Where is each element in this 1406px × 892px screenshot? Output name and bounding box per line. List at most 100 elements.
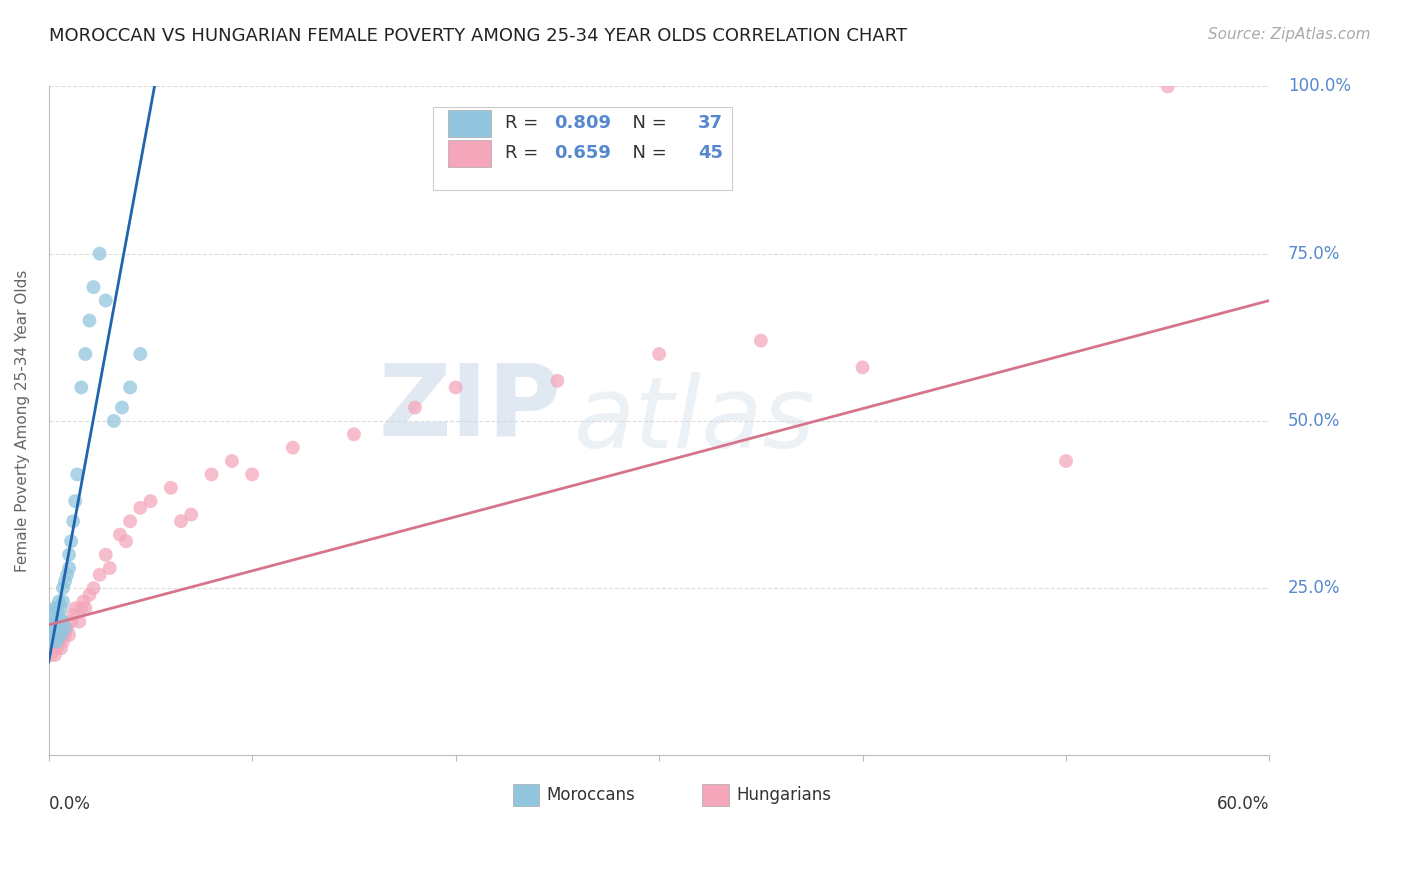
- Point: [49, 641, 72, 656]
- Point: [45, 601, 67, 615]
- Point: [115, 534, 138, 549]
- Point: [52, 634, 75, 648]
- Point: [108, 527, 131, 541]
- Point: [139, 494, 162, 508]
- Text: ZIP: ZIP: [378, 359, 561, 456]
- Point: [63, 601, 86, 615]
- Point: [221, 454, 243, 468]
- Text: 100.0%: 100.0%: [1288, 78, 1351, 95]
- Text: 0.0%: 0.0%: [49, 796, 90, 814]
- Y-axis label: Female Poverty Among 25-34 Year Olds: Female Poverty Among 25-34 Year Olds: [15, 269, 30, 572]
- Point: [89, 246, 111, 260]
- Bar: [513, 784, 540, 805]
- Point: [404, 401, 426, 415]
- Text: 60.0%: 60.0%: [1218, 796, 1270, 814]
- Point: [89, 567, 111, 582]
- Point: [48, 621, 70, 635]
- Text: 45: 45: [699, 145, 723, 162]
- Text: 37: 37: [699, 114, 723, 132]
- Point: [42, 634, 65, 648]
- Point: [63, 494, 86, 508]
- Point: [159, 481, 181, 495]
- Text: R =: R =: [505, 114, 544, 132]
- Point: [52, 581, 75, 595]
- Bar: [449, 140, 491, 167]
- Point: [1157, 79, 1180, 94]
- Point: [1054, 454, 1077, 468]
- Point: [66, 467, 89, 482]
- Point: [44, 648, 66, 662]
- Point: [444, 380, 467, 394]
- Point: [44, 601, 66, 615]
- Point: [240, 467, 263, 482]
- Point: [42, 615, 65, 629]
- Point: [111, 401, 134, 415]
- Point: [83, 280, 105, 294]
- Point: [749, 334, 772, 348]
- Point: [70, 601, 93, 615]
- Point: [75, 601, 97, 615]
- Point: [49, 628, 72, 642]
- Point: [56, 567, 79, 582]
- Point: [79, 588, 101, 602]
- Point: [546, 374, 568, 388]
- Text: 50.0%: 50.0%: [1288, 412, 1340, 430]
- Point: [170, 514, 193, 528]
- Text: Source: ZipAtlas.com: Source: ZipAtlas.com: [1208, 27, 1371, 42]
- Text: 0.659: 0.659: [554, 145, 612, 162]
- Point: [70, 380, 93, 394]
- Point: [281, 441, 304, 455]
- Point: [44, 607, 66, 622]
- Point: [120, 514, 142, 528]
- Bar: [702, 784, 728, 805]
- Point: [42, 621, 65, 635]
- Point: [58, 548, 80, 562]
- Point: [53, 574, 76, 589]
- Point: [48, 634, 70, 648]
- Point: [75, 347, 97, 361]
- Point: [60, 615, 83, 629]
- Point: [62, 514, 84, 528]
- Point: [94, 293, 117, 308]
- Point: [53, 621, 76, 635]
- Text: Hungarians: Hungarians: [735, 786, 831, 804]
- Text: MOROCCAN VS HUNGARIAN FEMALE POVERTY AMONG 25-34 YEAR OLDS CORRELATION CHART: MOROCCAN VS HUNGARIAN FEMALE POVERTY AMO…: [49, 27, 907, 45]
- Point: [48, 607, 70, 622]
- Point: [79, 313, 101, 327]
- Point: [180, 508, 202, 522]
- Point: [83, 581, 105, 595]
- Point: [120, 380, 142, 394]
- Point: [48, 634, 70, 648]
- FancyBboxPatch shape: [433, 106, 733, 190]
- Point: [39, 648, 62, 662]
- Point: [44, 628, 66, 642]
- Point: [53, 628, 76, 642]
- Point: [200, 467, 222, 482]
- Point: [52, 615, 75, 629]
- Text: R =: R =: [505, 145, 544, 162]
- Point: [72, 594, 94, 608]
- Point: [49, 601, 72, 615]
- Point: [45, 615, 67, 629]
- Point: [39, 628, 62, 642]
- Text: atlas: atlas: [574, 372, 815, 469]
- Point: [98, 561, 121, 575]
- Point: [58, 628, 80, 642]
- Text: 75.0%: 75.0%: [1288, 244, 1340, 262]
- Point: [62, 607, 84, 622]
- Point: [129, 347, 152, 361]
- Point: [45, 641, 67, 656]
- Text: Moroccans: Moroccans: [547, 786, 636, 804]
- Point: [42, 641, 65, 656]
- Point: [67, 615, 90, 629]
- Text: 0.809: 0.809: [554, 114, 612, 132]
- Point: [648, 347, 671, 361]
- Text: N =: N =: [621, 114, 672, 132]
- Point: [52, 628, 75, 642]
- Point: [56, 621, 79, 635]
- Point: [48, 594, 70, 608]
- Bar: [449, 110, 491, 136]
- Point: [343, 427, 366, 442]
- Point: [129, 500, 152, 515]
- Point: [52, 594, 75, 608]
